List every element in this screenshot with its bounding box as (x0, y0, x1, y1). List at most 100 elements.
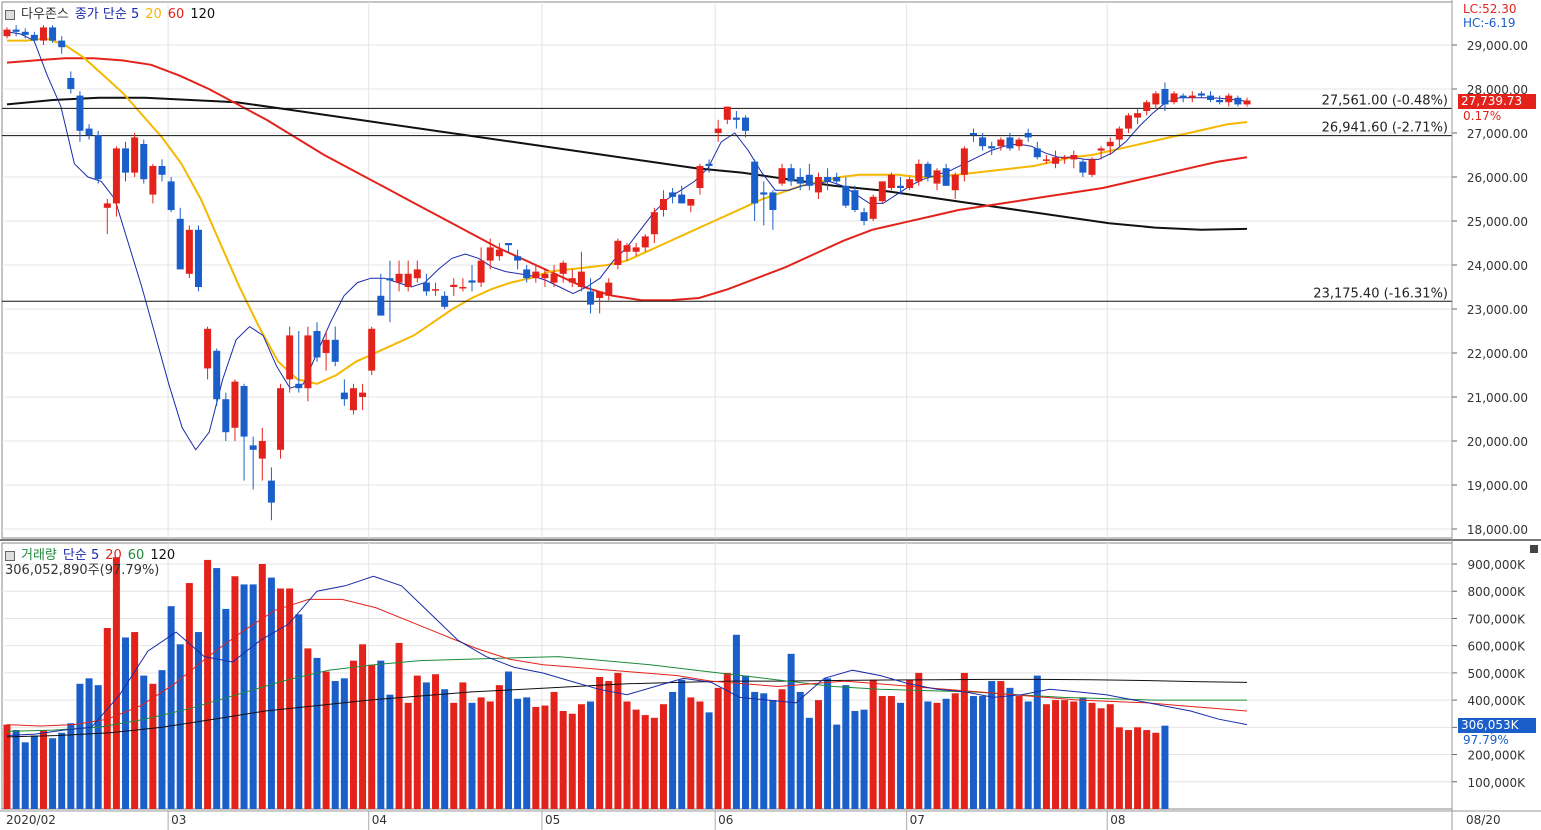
candle-body (714, 128, 722, 133)
volume-bar (58, 732, 66, 809)
candle-body (824, 177, 832, 182)
legend-name: 다우존스 (21, 7, 69, 22)
volume-ma-line-60 (6, 656, 1247, 732)
candle-body (687, 199, 695, 206)
volume-bar (495, 685, 503, 809)
x-end-label: 08/20 (1466, 813, 1501, 827)
settings-square-icon[interactable] (5, 550, 15, 561)
candle-body (814, 177, 822, 193)
panel-close-icon[interactable] (1530, 545, 1538, 553)
volume-bar (906, 679, 914, 809)
x-tick-label: 06 (718, 813, 733, 827)
candle-body (386, 278, 394, 281)
price-panel-frame (1, 1, 1453, 539)
level-label: 23,175.40 (-16.31%) (1313, 286, 1448, 301)
candle-body (58, 40, 66, 48)
volume-bar (833, 724, 841, 809)
candle-body (432, 289, 440, 291)
candle-body (340, 392, 348, 400)
grid (0, 1, 1541, 810)
volume-bar (878, 696, 886, 809)
volume-ma-line-120 (6, 678, 1248, 738)
volume-bar (295, 614, 303, 809)
volume-bar (231, 576, 239, 809)
candle-body (249, 445, 257, 450)
candle-body (377, 295, 385, 316)
x-tick-label: 05 (545, 813, 560, 827)
candle-body (112, 148, 120, 204)
volume-bar (359, 644, 367, 809)
candle-body (1097, 148, 1105, 151)
volume-bar (1052, 700, 1060, 809)
volume-bar (650, 717, 658, 809)
volume-bar (3, 724, 11, 809)
price-tick-label: 26,000.00 (1467, 171, 1528, 185)
volume-bar (313, 657, 321, 809)
volume-bar (94, 685, 102, 809)
volume-bar (659, 704, 667, 809)
settings-square-icon[interactable] (5, 9, 15, 20)
volume-bar (176, 644, 184, 809)
candle-body (286, 335, 294, 380)
candle-body (650, 212, 658, 235)
candle-body (842, 185, 850, 206)
legend-ma60: 60 (167, 7, 185, 22)
volume-bar (1115, 727, 1123, 809)
volume-bar (49, 738, 57, 809)
candle-body (404, 273, 412, 287)
volume-bar (523, 697, 531, 809)
candle-body (422, 282, 430, 292)
candle-body (897, 185, 905, 188)
volume-bar (915, 672, 923, 809)
candle-body (906, 179, 914, 188)
candle-body (851, 190, 859, 210)
level-label: 26,941.60 (-2.71%) (1322, 121, 1448, 136)
volume-bar (1152, 732, 1160, 809)
lc-label: LC:52.30 (1463, 2, 1517, 16)
volume-bar (167, 606, 175, 809)
candle-body (413, 269, 421, 279)
candle-body (1152, 93, 1160, 105)
volume-bar (422, 682, 430, 809)
candle-body (1161, 89, 1169, 105)
volume-tick-label: 400,000K (1468, 694, 1527, 708)
candle-body (1170, 93, 1178, 103)
candle-body (641, 236, 649, 248)
price-tick-label: 20,000.00 (1467, 435, 1528, 449)
candle-body (632, 247, 640, 252)
price-legend[interactable]: 다우존스 종가 단순 5 20 60 120 (5, 3, 221, 22)
volume-bar (951, 693, 959, 809)
volume-tick-label: 800,000K (1468, 585, 1527, 599)
candle-body (942, 168, 950, 186)
volume-bar (103, 627, 111, 809)
volume-tick-label: 600,000K (1468, 640, 1527, 654)
volume-bar (614, 672, 622, 809)
volume-tick-label: 100,000K (1468, 776, 1527, 790)
candle-body (258, 441, 266, 459)
candle-body (176, 218, 184, 270)
candle-body (541, 273, 549, 279)
volume-bar (568, 713, 576, 809)
volume-bar (605, 681, 613, 809)
candle-body (395, 273, 403, 283)
candle-body (924, 163, 932, 177)
candle-body (1197, 93, 1205, 96)
volume-bar (1106, 704, 1114, 809)
candle-body (1070, 155, 1078, 160)
candle-body (277, 388, 285, 450)
candle-body (368, 328, 376, 371)
level-label: 27,561.00 (-0.48%) (1322, 93, 1448, 108)
volume-bar (787, 653, 795, 809)
volume-bar (559, 711, 567, 809)
candle-body (441, 295, 449, 307)
candle-body (568, 278, 576, 283)
candle-body (76, 95, 84, 131)
candle-body (486, 247, 494, 261)
candle-body (1106, 141, 1114, 147)
candle-body (732, 117, 740, 120)
volume-bar (395, 642, 403, 809)
last-price-badge: 27,739.73 (1458, 94, 1536, 109)
volume-legend[interactable]: 거래량 단순 5 20 60 120 (5, 544, 181, 563)
